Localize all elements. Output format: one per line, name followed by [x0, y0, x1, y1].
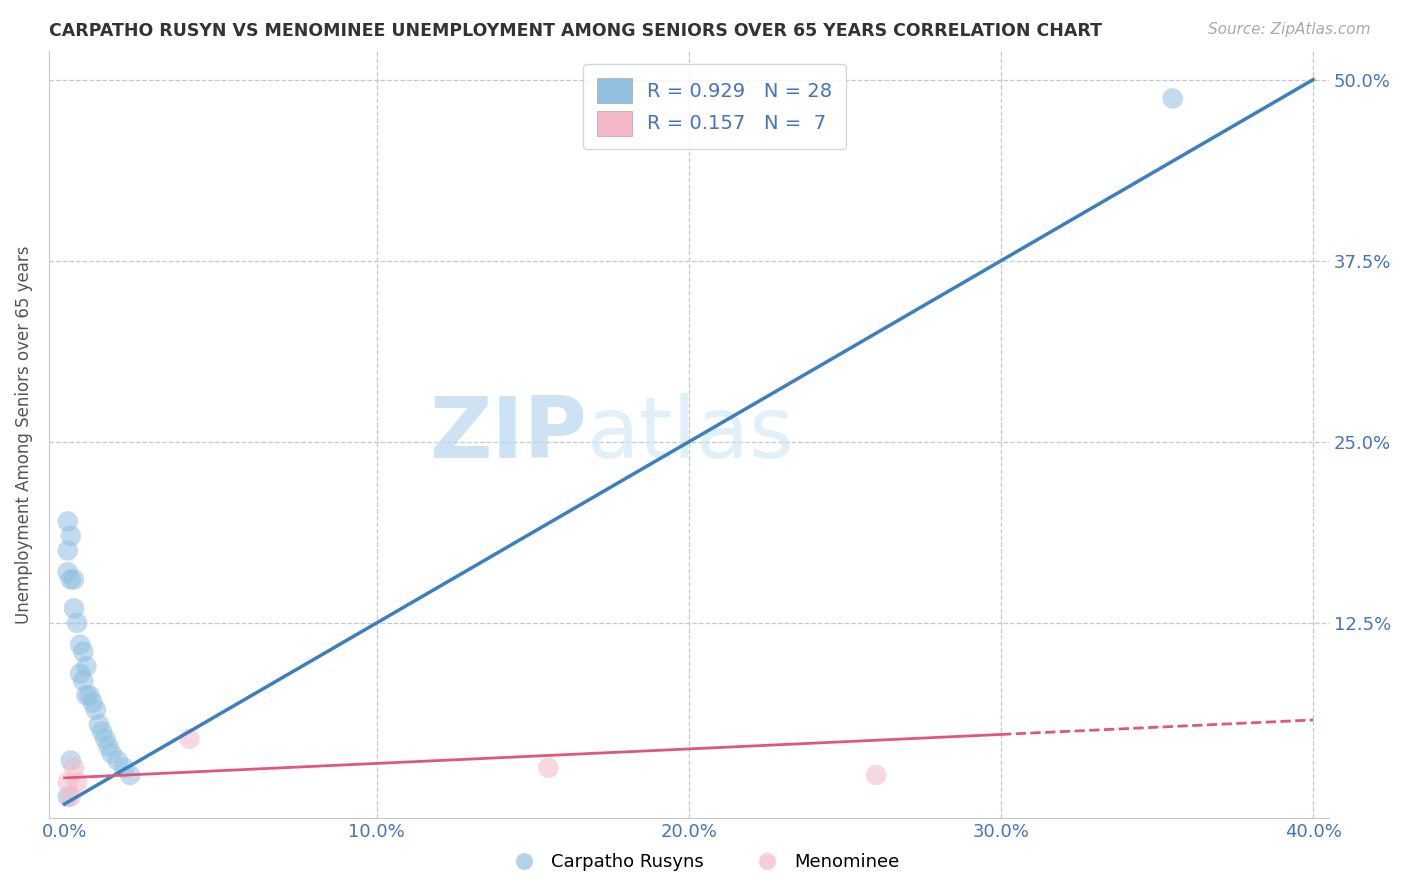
Point [91, 724, 114, 739]
Point [66, 775, 89, 789]
Point [66, 615, 89, 630]
Point [75, 689, 97, 703]
Point [59, 754, 82, 768]
Point [56, 789, 79, 804]
Point [107, 754, 129, 768]
Point [72, 673, 94, 688]
Point [87, 717, 110, 731]
Point [56, 775, 79, 789]
Text: Source: ZipAtlas.com: Source: ZipAtlas.com [1208, 22, 1371, 37]
Point [59, 789, 82, 804]
Point [72, 645, 94, 659]
Point [1161, 91, 1184, 105]
Legend: Carpatho Rusyns, Menominee: Carpatho Rusyns, Menominee [499, 847, 907, 879]
Point [537, 761, 560, 775]
Point [84, 703, 107, 717]
Point [56, 543, 79, 558]
Point [56, 565, 79, 579]
Point [59, 573, 82, 587]
Text: ZIP: ZIP [429, 393, 586, 476]
Point [59, 529, 82, 543]
Point [100, 746, 122, 760]
Point [63, 761, 86, 775]
Point [56, 515, 79, 529]
Text: atlas: atlas [586, 393, 794, 476]
Point [179, 731, 201, 746]
Point [120, 768, 142, 782]
Point [94, 731, 117, 746]
Point [97, 739, 120, 753]
Point [75, 659, 97, 673]
Point [63, 573, 86, 587]
Text: CARPATHO RUSYN VS MENOMINEE UNEMPLOYMENT AMONG SENIORS OVER 65 YEARS CORRELATION: CARPATHO RUSYN VS MENOMINEE UNEMPLOYMENT… [49, 22, 1102, 40]
Point [112, 761, 135, 775]
Point [69, 666, 91, 681]
Legend: R = 0.929   N = 28, R = 0.157   N =  7: R = 0.929 N = 28, R = 0.157 N = 7 [583, 64, 846, 149]
Y-axis label: Unemployment Among Seniors over 65 years: Unemployment Among Seniors over 65 years [15, 245, 32, 624]
Point [63, 601, 86, 615]
Point [69, 638, 91, 652]
Point [865, 768, 887, 782]
Point [79, 689, 101, 703]
Point [82, 696, 104, 710]
